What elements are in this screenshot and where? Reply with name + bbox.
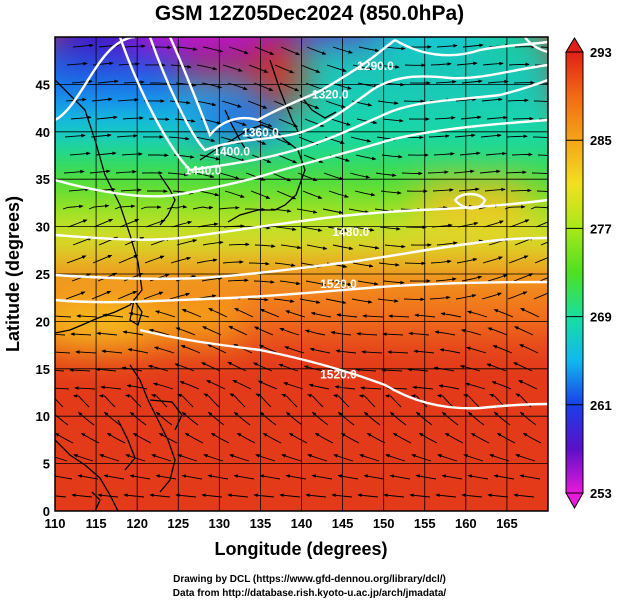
y-tick-label: 5 [43,457,50,472]
map-figure: 1290.01320.01360.01400.01440.01480.01520… [3,36,612,559]
y-tick-label: 15 [36,362,50,377]
contour-label: 1440.0 [185,163,222,177]
contour-label: 1520.0 [320,367,357,381]
plot-frame [54,36,549,512]
y-tick-label: 40 [36,125,50,140]
x-tick-label: 150 [373,516,395,531]
x-axis-ticks: 110 115 120 125 130 135 140 145 150 155 160 165 [45,516,518,531]
temperature-field [55,37,548,511]
map-title: GSM 12Z05Dec2024 (850.0hPa) [154,2,465,25]
contour-label: 1480.0 [332,225,369,239]
contour-label: 1400.0 [213,145,250,159]
x-tick-label: 140 [291,516,313,531]
y-tick-label: 25 [36,267,50,282]
colorbar-tick-label: 285 [590,133,612,148]
y-tick-label: 0 [43,504,50,519]
y-tick-label: 45 [36,77,50,92]
height-contours [55,37,548,410]
x-axis-label: Longitude (degrees) [214,539,387,559]
y-tick-label: 20 [36,314,50,329]
x-tick-label: 120 [126,516,148,531]
x-tick-label: 145 [332,516,354,531]
x-tick-label: 160 [455,516,477,531]
contour-label: 1520.0 [320,277,357,291]
x-tick-label: 125 [167,516,189,531]
data-credit: Data from http://database.rish.kyoto-u.a… [172,588,447,599]
contour-label: 1320.0 [312,88,349,102]
x-tick-label: 130 [208,516,230,531]
x-tick-label: 135 [250,516,272,531]
colorbar-tick-label: 261 [590,398,612,413]
y-axis-label: Latitude (degrees) [3,196,23,352]
x-tick-label: 165 [496,516,518,531]
colorbar: 253 261 269 277 285 293 [565,37,612,510]
colorbar-tick-label: 277 [590,221,612,236]
x-tick-label: 115 [86,516,107,531]
wind-streamlines [55,43,548,498]
colorbar-tick-label: 293 [590,45,612,60]
y-tick-label: 30 [36,220,50,235]
y-tick-label: 10 [36,409,50,424]
x-tick-label: 110 [45,516,66,531]
contour-label: 1290.0 [357,59,394,73]
colorbar-tick-label: 269 [590,310,612,325]
x-tick-label: 155 [414,516,436,531]
colorbar-tick-label: 253 [590,486,612,501]
drawing-credit: Drawing by DCL (https://www.gfd-dennou.o… [173,574,446,585]
y-tick-label: 35 [36,172,50,187]
contour-label: 1360.0 [242,126,279,140]
contour-labels: 1290.0 1320.0 1360.0 1400.0 1440.0 1480.0 1520… [185,59,395,381]
y-axis-ticks: 0 5 10 15 20 25 30 35 40 45 [36,77,50,519]
